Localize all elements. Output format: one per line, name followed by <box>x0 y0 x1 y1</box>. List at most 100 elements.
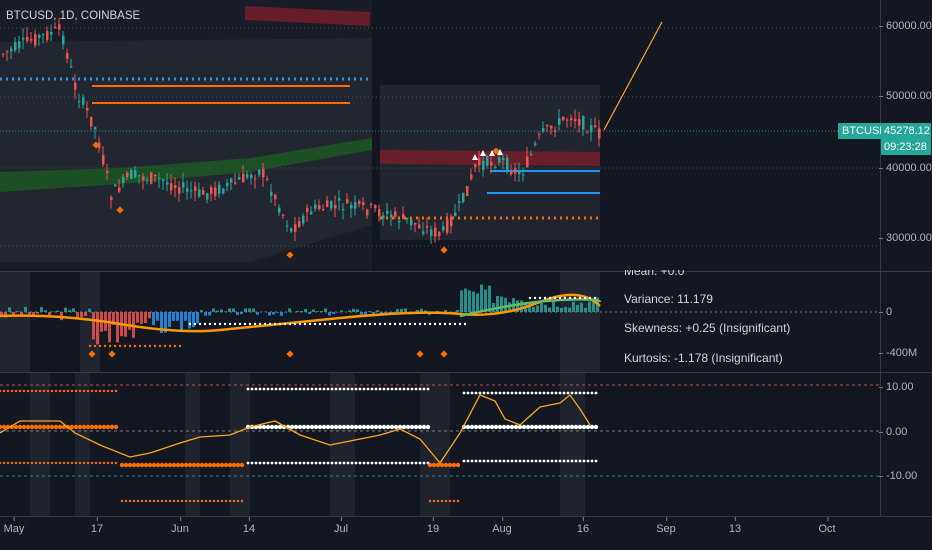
dot-marker <box>353 424 359 430</box>
dot-marker <box>447 462 453 468</box>
dot-marker <box>38 389 42 393</box>
pane-separator[interactable] <box>0 271 932 272</box>
dot-marker <box>418 322 422 326</box>
candle-body <box>454 212 457 216</box>
dot-marker <box>538 391 542 395</box>
candle-body <box>530 154 533 156</box>
histogram-bar <box>376 310 379 312</box>
dot-marker <box>402 387 406 391</box>
price-scale[interactable] <box>880 0 932 516</box>
symbol-title[interactable]: BTCUSD, 1D, COINBASE <box>6 10 141 22</box>
oscillator-canvas[interactable] <box>0 272 880 372</box>
dot-marker <box>163 462 169 468</box>
candle-body <box>562 116 565 121</box>
histogram-bar <box>256 312 259 315</box>
dot-marker <box>273 424 279 430</box>
signal-line <box>459 298 602 318</box>
dot-marker <box>394 387 398 391</box>
time-scale[interactable] <box>0 516 932 550</box>
dot-marker <box>168 344 172 348</box>
dot-marker <box>258 322 262 326</box>
dot-marker <box>293 322 297 326</box>
dot-marker <box>325 424 331 430</box>
dot-marker <box>423 322 427 326</box>
dot-marker <box>30 461 34 465</box>
histogram-bar <box>368 311 371 312</box>
zscore-canvas[interactable] <box>0 373 880 516</box>
dot-marker <box>30 389 34 393</box>
dot-marker <box>0 389 2 393</box>
dot-marker <box>398 461 402 465</box>
dot-marker <box>505 424 511 430</box>
dot-marker <box>431 462 437 468</box>
dot-marker <box>478 391 482 395</box>
price-chart-pane[interactable] <box>0 0 880 271</box>
candle-body <box>506 157 509 171</box>
dot-marker <box>594 391 598 395</box>
candle-body <box>466 186 469 196</box>
dot-marker <box>439 462 445 468</box>
histogram-bar <box>328 312 331 316</box>
dot-marker <box>342 461 346 465</box>
candle-body <box>598 128 601 139</box>
price-tick: 50000.00 <box>879 90 932 102</box>
zscore-pane[interactable] <box>0 373 880 516</box>
dot-marker <box>22 389 26 393</box>
dot-marker <box>521 424 527 430</box>
signal-marker <box>116 206 124 214</box>
histogram-bar <box>212 308 215 312</box>
histogram-bar <box>424 310 427 312</box>
histogram-bar <box>504 297 507 312</box>
dot-marker <box>506 459 510 463</box>
dot-marker <box>485 424 491 430</box>
dot-marker <box>175 462 181 468</box>
dot-marker <box>283 322 287 326</box>
dot-marker <box>22 461 26 465</box>
dot-marker <box>365 424 371 430</box>
dot-marker <box>236 499 240 503</box>
dot-marker <box>341 424 347 430</box>
histogram-bar <box>84 312 87 316</box>
candle-body <box>218 184 221 194</box>
candle-body <box>226 182 229 187</box>
dot-marker <box>240 499 244 503</box>
dot-marker <box>543 296 547 300</box>
dot-marker <box>586 391 590 395</box>
histogram-bar <box>36 312 39 314</box>
signal-marker <box>440 246 448 254</box>
histogram-bar <box>548 307 551 312</box>
dot-marker <box>268 322 272 326</box>
histogram-bar <box>320 310 323 312</box>
dot-marker <box>25 424 31 430</box>
dot-marker <box>257 424 263 430</box>
dot-marker <box>238 322 242 326</box>
pane-separator[interactable] <box>0 372 932 373</box>
dot-marker <box>288 322 292 326</box>
histogram-bar <box>304 308 307 312</box>
dot-marker <box>261 424 267 430</box>
dot-marker <box>369 424 375 430</box>
time-tick: Jun <box>171 517 189 535</box>
price-chart-canvas[interactable] <box>0 0 880 271</box>
histogram-bar <box>532 306 535 312</box>
volume-oscillator-pane[interactable] <box>0 272 880 372</box>
dot-marker <box>403 322 407 326</box>
osc-tick: -400M <box>878 347 918 359</box>
dot-marker <box>510 391 514 395</box>
dot-marker <box>42 389 46 393</box>
dot-marker <box>586 459 590 463</box>
candle-body <box>350 204 353 209</box>
dot-marker <box>248 322 252 326</box>
dot-marker <box>428 322 432 326</box>
dot-marker <box>330 461 334 465</box>
dot-marker <box>294 387 298 391</box>
dot-marker <box>200 499 204 503</box>
candle-body <box>166 182 169 185</box>
histogram-bar <box>240 312 243 315</box>
dot-marker <box>278 387 282 391</box>
dot-marker <box>557 424 563 430</box>
dot-marker <box>397 424 403 430</box>
candle-body <box>234 182 237 184</box>
dot-marker <box>581 424 587 430</box>
dot-marker <box>58 389 62 393</box>
